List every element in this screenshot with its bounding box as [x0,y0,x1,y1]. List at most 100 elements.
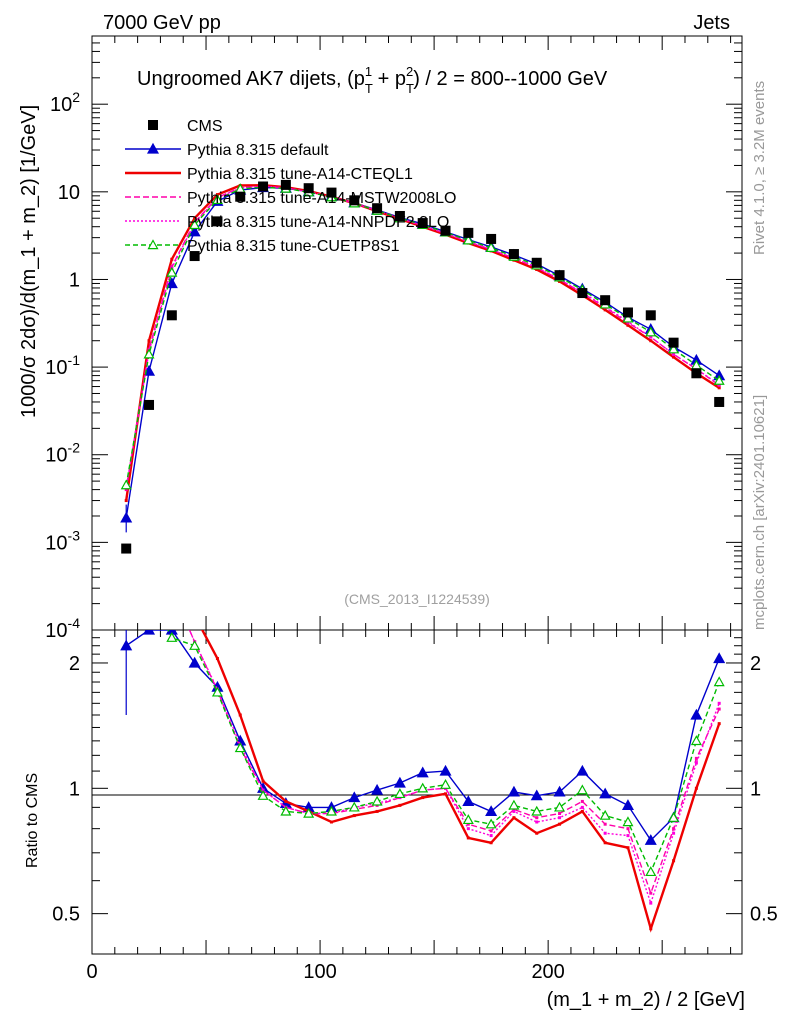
ratio-point [170,588,173,591]
x-tick-label: 0 [86,961,97,983]
legend-marker [147,239,159,250]
ratio-point [717,707,721,711]
ratio-point [122,585,131,593]
ratio-point [626,834,630,838]
ratio-point [717,701,721,705]
y-tick-label: 10 [58,182,80,204]
header-left: 7000 GeV pp [103,12,221,34]
ratio-point [603,831,607,835]
ratio-point [672,859,676,863]
cms-data-point [622,307,633,318]
ratio-point [393,776,406,788]
legend-label: Pythia 8.315 tune-A14-CTEQL1 [187,166,413,183]
ratio-point [148,588,151,591]
ratio-line [188,630,720,896]
ratio-point [211,686,223,697]
rivet-version-label: Rivet 4.1.0, ≥ 3.2M events [751,81,768,255]
ratio-tick-label-right: 2 [750,653,761,675]
ratio-point [672,827,676,831]
ratio-point [148,588,151,591]
ratio-point [599,809,611,820]
cms-data-point [714,396,725,407]
y-tick-label: 1 [69,269,80,291]
ratio-point [125,588,128,591]
data-point [170,257,174,261]
mcplots-label: mcplots.cern.ch [arXiv:2401.10621] [751,395,768,630]
ratio-point [690,735,702,746]
ratio-tick-label: 2 [69,653,80,675]
data-point [649,335,653,339]
cms-data-point [349,195,360,206]
ratio-point [466,827,470,831]
ratio-line [167,630,720,874]
ratio-point [421,796,425,800]
ratio-tick-label-right: 0.5 [750,904,778,926]
ratio-point [603,841,607,845]
legend-label: Pythia 8.315 tune-A14-NNPDF2.3LO [187,214,449,231]
ratio-point [649,927,653,931]
data-point [166,266,178,277]
legend-symbol [148,120,158,130]
ratio-point [489,841,493,845]
ratio-point [170,588,173,591]
ratio-point [371,783,384,795]
ratio-point [375,809,379,813]
legend: CMS Pythia 8.315 default Pythia 8.315 tune… [125,118,456,255]
ratio-point [417,782,429,793]
ratio-point [215,657,219,661]
ratio-point [530,789,543,801]
ratio-point [512,809,516,813]
ratio-point [603,822,607,826]
ratio-point [535,816,539,820]
data-point [143,348,155,359]
ratio-point [507,785,520,797]
cms-data-point [189,251,200,262]
ratio-point [622,816,634,827]
ratio-point [649,891,653,895]
data-point [120,479,132,490]
ratio-line [188,630,720,906]
cms-data-point [531,257,542,268]
ratio-point [694,786,698,790]
data-point [211,194,223,205]
y-tick-label: 10-3 [45,527,80,554]
ratio-line [200,630,721,933]
axis-ticks: 0 100 200 10-4 10-3 10-2 10-1 1 10 102 0.5 0.5 1 1 2 2 [45,35,778,983]
ratio-point [444,792,448,796]
data-point [603,308,607,312]
data-point [649,339,653,343]
ratio-point [371,795,383,806]
cms-data-point [212,216,223,227]
ratio-point [462,814,474,825]
ratio-point [348,801,360,812]
ratio-point [352,814,356,818]
ratio-point [553,785,566,797]
plot-title: Ungroomed AK7 dijets, (pT1 + pT2) / 2 = … [137,64,608,96]
y-tick-label: 10-4 [45,615,80,642]
series-line [125,185,720,490]
ratio-point [189,639,201,650]
ratio-point [348,791,361,803]
cms-data-point [668,337,679,348]
ratio-point [535,831,539,835]
ratio-point [690,708,703,720]
ratio-point [284,799,288,803]
ratio-point [148,588,151,591]
ratio-point [599,787,612,799]
data-point [193,216,197,220]
ratio-point [644,834,657,845]
cms-data-point [577,288,588,299]
ratio-point [558,816,562,820]
cms-data-point [280,179,291,190]
main-curves [120,179,726,554]
ratio-point [713,676,725,687]
cms-data-point [440,225,451,236]
data-point [672,355,676,359]
ratio-point [713,652,726,664]
x-tick-label: 100 [303,961,336,983]
ratio-point [512,816,516,820]
ratio-point [193,614,196,617]
ratio-tick-label-right: 1 [750,778,761,800]
ratio-point [439,764,452,776]
series-line [125,183,720,501]
